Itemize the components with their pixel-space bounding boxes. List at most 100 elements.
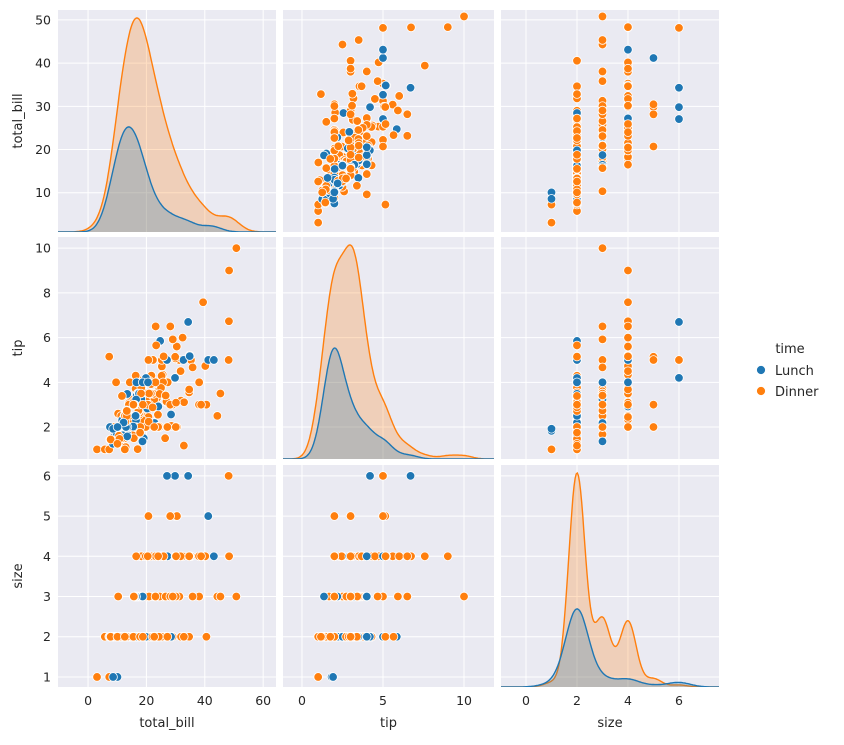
point-dinner: [623, 332, 633, 343]
point-dinner: [171, 422, 181, 432]
point-dinner: [143, 355, 154, 365]
y-tick-label: 30: [35, 99, 51, 114]
point-dinner: [674, 355, 684, 365]
point-dinner: [597, 186, 608, 196]
point-dinner: [345, 109, 356, 120]
point-dinner: [231, 591, 242, 602]
panel-background: [501, 10, 719, 232]
panel-size-vs-size: [501, 465, 719, 687]
point-dinner: [184, 551, 194, 561]
y-tick-label: 2: [43, 420, 51, 435]
point-lunch: [170, 471, 180, 481]
y-tick-label: 40: [35, 56, 51, 71]
point-dinner: [112, 439, 123, 449]
point-dinner: [223, 355, 234, 365]
point-lunch: [378, 44, 388, 55]
point-dinner: [333, 141, 343, 151]
point-dinner: [623, 127, 633, 137]
point-dinner: [572, 340, 582, 351]
point-lunch: [674, 373, 684, 383]
point-dinner: [128, 399, 139, 410]
point-dinner: [158, 351, 169, 362]
point-dinner: [393, 591, 403, 602]
y-tick-label: 6: [43, 330, 51, 345]
point-dinner: [623, 341, 633, 352]
point-dinner: [329, 133, 340, 143]
point-dinner: [224, 265, 234, 276]
kde-fill-dinner: [501, 473, 719, 687]
point-dinner: [623, 351, 633, 362]
kde-fill-lunch: [58, 126, 276, 232]
point-dinner: [370, 551, 380, 561]
kde-line-lunch: [58, 126, 276, 232]
x-tick-label: 2: [573, 693, 581, 708]
point-lunch: [362, 142, 372, 152]
point-lunch: [365, 102, 375, 112]
y-tick-label: 6: [43, 468, 51, 483]
point-dinner: [120, 632, 130, 642]
panel-background: [501, 465, 719, 687]
point-dinner: [179, 440, 189, 451]
point-dinner: [187, 591, 198, 602]
point-dinner: [420, 551, 430, 561]
y-tick-label: 1: [43, 669, 51, 684]
point-dinner: [378, 141, 388, 152]
point-dinner: [329, 591, 340, 602]
legend-marker-dinner: [756, 386, 766, 396]
point-dinner: [623, 297, 633, 307]
point-dinner: [394, 91, 404, 101]
point-dinner: [120, 444, 130, 455]
point-dinner: [168, 334, 178, 345]
point-lunch: [623, 44, 633, 55]
point-dinner: [597, 105, 608, 116]
point-lunch: [112, 422, 123, 432]
point-dinner: [215, 591, 226, 602]
point-dinner: [165, 511, 175, 521]
point-lunch: [623, 377, 633, 388]
x-tick-label: 4: [624, 693, 632, 708]
point-dinner: [131, 551, 141, 561]
point-dinner: [165, 321, 175, 332]
point-dinner: [117, 391, 127, 401]
point-dinner: [136, 388, 146, 399]
point-dinner: [372, 76, 383, 86]
point-dinner: [597, 76, 608, 86]
point-dinner: [313, 176, 323, 187]
point-dinner: [352, 116, 362, 126]
point-dinner: [623, 265, 633, 276]
point-dinner: [149, 422, 159, 432]
point-dinner: [345, 63, 356, 74]
point-dinner: [150, 591, 161, 602]
x-tick-label: 40: [197, 693, 213, 708]
y-tick-label: 3: [43, 589, 51, 604]
point-dinner: [153, 410, 163, 420]
point-dinner: [184, 384, 194, 395]
point-dinner: [345, 632, 356, 642]
point-dinner: [572, 164, 582, 174]
point-dinner: [353, 35, 364, 45]
y-axis-label: total_bill: [11, 93, 26, 148]
point-lunch: [597, 377, 608, 388]
point-lunch: [648, 53, 659, 63]
point-dinner: [572, 56, 582, 66]
x-tick-label: 10: [456, 693, 472, 708]
point-lunch: [353, 173, 364, 183]
y-tick-label: 20: [35, 142, 51, 157]
point-dinner: [138, 632, 148, 642]
point-lunch: [546, 424, 557, 434]
point-lunch: [405, 471, 416, 481]
point-dinner: [572, 150, 582, 160]
point-lunch: [378, 53, 388, 63]
point-dinner: [623, 321, 633, 332]
point-lunch: [332, 178, 343, 189]
y-tick-label: 5: [43, 509, 51, 524]
point-dinner: [345, 150, 356, 160]
point-lunch: [362, 551, 372, 561]
point-dinner: [623, 142, 633, 153]
point-dinner: [372, 591, 383, 602]
point-lunch: [362, 591, 372, 602]
point-dinner: [215, 388, 226, 399]
point-dinner: [172, 341, 182, 352]
point-lunch: [381, 80, 391, 91]
